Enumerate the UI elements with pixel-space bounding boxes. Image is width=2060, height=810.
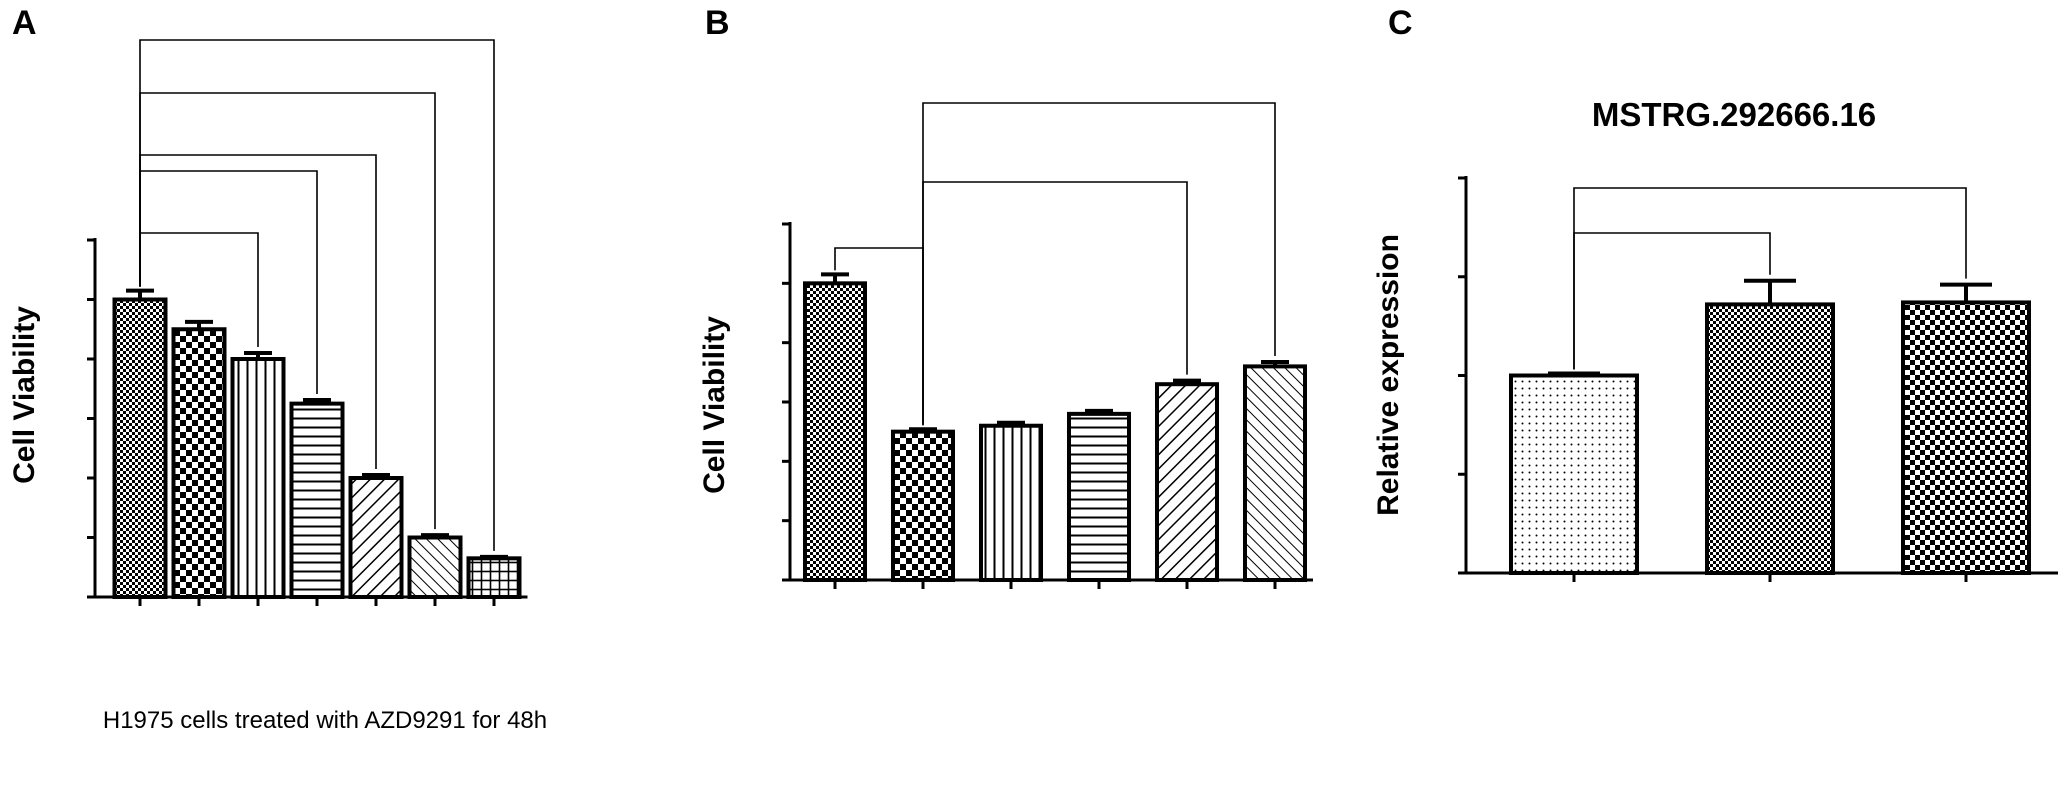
- bar: [1067, 411, 1131, 582]
- panel-c-title: MSTRG.292666.16: [1592, 96, 1876, 133]
- panel-a-y-axis-title: Cell Viability: [8, 306, 41, 484]
- bar: [348, 476, 404, 599]
- panel-letter-c: C: [1388, 4, 1413, 42]
- bar: [803, 281, 867, 582]
- bar: [466, 556, 522, 600]
- bar: [171, 327, 227, 599]
- bar: [1901, 300, 2031, 575]
- bar: [230, 357, 286, 599]
- panel-letter-b: B: [705, 4, 730, 42]
- bar: [1155, 382, 1219, 583]
- significance-bracket: [139, 39, 495, 551]
- bar: [1705, 302, 1835, 575]
- panel-a: A Cell Viability H1975 cells treated wit…: [8, 4, 547, 734]
- bar: [1243, 364, 1307, 582]
- significance-bracket: [922, 181, 1188, 426]
- panel-c-y-axis-title: Relative expression: [1372, 234, 1405, 516]
- significance-bracket: [1573, 187, 1967, 370]
- bar: [1509, 373, 1639, 575]
- panel-c: C MSTRG.292666.16 Relative expression: [1372, 4, 2058, 582]
- significance-bracket: [922, 102, 1276, 426]
- panel-b-y-axis-title: Cell Viability: [698, 316, 731, 494]
- panel-b-plot: [782, 102, 1313, 589]
- panel-c-plot: [1458, 176, 2058, 582]
- panel-b: B Cell Viability: [698, 4, 1313, 589]
- bar: [891, 429, 955, 582]
- panel-letter-a: A: [12, 4, 37, 42]
- bar: [979, 423, 1043, 582]
- bar: [407, 535, 463, 599]
- bar: [289, 401, 345, 599]
- panel-a-plot: [87, 39, 528, 606]
- panel-a-x-axis-title: H1975 cells treated with AZD9291 for 48h: [103, 707, 547, 734]
- bar: [112, 297, 168, 599]
